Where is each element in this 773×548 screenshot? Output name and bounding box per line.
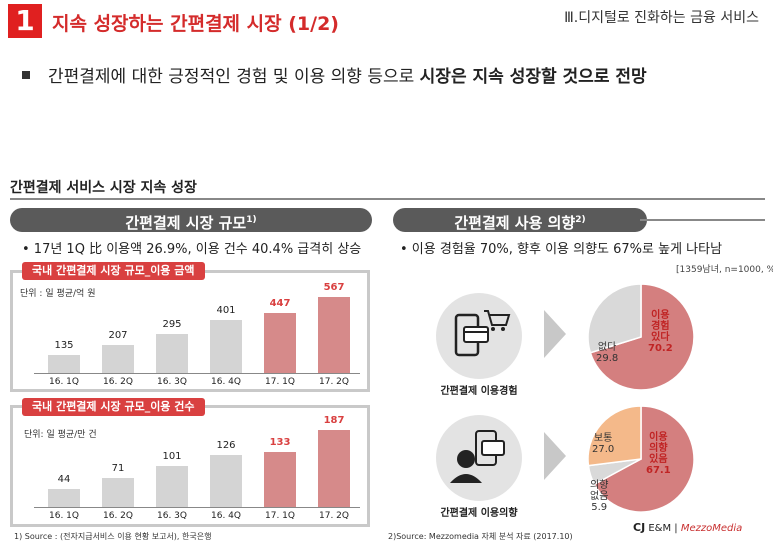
pie-slice xyxy=(593,405,695,513)
mobile-card-cart-icon xyxy=(454,310,511,357)
category-label: 16. 3Q xyxy=(157,511,187,521)
bar-value-label: 126 xyxy=(216,440,236,451)
bar-value-label: 44 xyxy=(57,474,71,485)
bar xyxy=(102,345,134,373)
divider xyxy=(640,219,765,221)
logo-em: E&M xyxy=(648,523,672,534)
divider xyxy=(10,198,765,200)
left-panel-title-text: 간편결제 시장 규모 xyxy=(125,214,247,232)
source-right: 2)Source: Mezzomedia 자체 분석 자료 (2017.10) xyxy=(388,532,573,541)
page-title: 지속 성장하는 간편결제 시장 (1/2) xyxy=(52,13,339,35)
bar-value-label: 567 xyxy=(323,282,345,293)
bar xyxy=(264,313,296,373)
source-left: 1) Source : (전자지급서비스 이용 현황 보고서), 한국은행 xyxy=(14,532,212,541)
icon1-caption: 간편결제 이용경험 xyxy=(440,386,518,397)
x-axis xyxy=(34,373,360,374)
pie-slice xyxy=(587,283,642,354)
chart-title-amount: 국내 간편결제 시장 규모_이용 금액 xyxy=(22,262,205,280)
right-panel-bullet: • 이용 경험율 70%, 향후 이용 의향도 67%로 높게 나타남 xyxy=(400,242,723,257)
pie-slice-label: 보통 27.0 xyxy=(592,433,615,455)
bar-value-label: 401 xyxy=(216,305,236,316)
bar xyxy=(264,452,296,507)
bar xyxy=(156,334,188,373)
icon2-caption: 간편결제 이용의향 xyxy=(440,508,518,519)
bar xyxy=(318,430,350,507)
main-bullet-emphasis: 시장은 지속 성장할 것으로 전망 xyxy=(419,67,647,87)
pie-slice-label: 없다 29.8 xyxy=(596,342,619,364)
category-label: 16. 2Q xyxy=(103,377,133,387)
category-label: 17. 2Q xyxy=(319,377,349,387)
x-axis xyxy=(34,507,360,508)
pie-slice-label: 의향 없음 5.9 xyxy=(590,480,609,513)
category-label: 16. 1Q xyxy=(49,511,79,521)
payment-intent-icon-bg xyxy=(436,415,522,501)
right-panel-title: 간편결제 사용 의향2) xyxy=(393,208,647,232)
logo-sep: | xyxy=(674,523,678,534)
category-label: 17. 2Q xyxy=(319,511,349,521)
category-label: 16. 3Q xyxy=(157,377,187,387)
left-panel-footnote: 1) xyxy=(246,215,257,225)
left-panel-title: 간편결제 시장 규모1) xyxy=(10,208,372,232)
person-card-icon xyxy=(450,430,505,483)
pie-slice-label: 이용 경험 있다 70.2 xyxy=(648,310,673,354)
category-label: 17. 1Q xyxy=(265,511,295,521)
category-label: 17. 1Q xyxy=(265,377,295,387)
bar-value-label: 447 xyxy=(269,298,291,309)
bar-value-label: 295 xyxy=(162,319,182,330)
bar xyxy=(210,455,242,507)
arrow-right-icon xyxy=(544,310,566,358)
logo-mezzo: MezzoMedia xyxy=(680,523,743,534)
section-label: Ⅲ.디지털로 진화하는 금융 서비스 xyxy=(564,10,759,26)
bar-value-label: 187 xyxy=(323,415,345,426)
arrow-right-icon xyxy=(544,432,566,480)
category-label: 16. 1Q xyxy=(49,377,79,387)
chart-unit-count: 단위: 일 평균/만 건 xyxy=(24,430,97,440)
category-label: 16. 2Q xyxy=(103,511,133,521)
chart-title-count: 국내 간편결제 시장 규모_이용 건수 xyxy=(22,398,205,416)
company-logo: CJ E&M | MezzoMedia xyxy=(633,521,742,534)
right-panel-footnote: 2) xyxy=(575,215,586,225)
bar xyxy=(102,478,134,507)
bar-value-label: 71 xyxy=(111,463,125,474)
pie-slice xyxy=(589,283,695,391)
sample-note: [1359남녀, n=1000, %] xyxy=(676,265,773,275)
pie-chart-intent xyxy=(587,405,695,513)
bar xyxy=(48,355,80,373)
bar-value-label: 133 xyxy=(269,437,291,448)
sub-heading: 간편결제 서비스 시장 지속 성장 xyxy=(10,180,197,196)
bar-value-label: 135 xyxy=(54,340,74,351)
category-label: 16. 4Q xyxy=(211,511,241,521)
main-bullet: 간편결제에 대한 긍정적인 경험 및 이용 의향 등으로 시장은 지속 성장할 … xyxy=(22,62,647,87)
bar xyxy=(156,466,188,507)
bar-value-label: 101 xyxy=(162,451,182,462)
pie-slice-label: 이용 의향 있음 67.1 xyxy=(646,432,671,476)
left-panel-bullet: • 17년 1Q 比 이용액 26.9%, 이용 건수 40.4% 급격히 상승 xyxy=(22,242,362,257)
logo-cj: CJ xyxy=(633,521,646,534)
chart-unit-amount: 단위 : 일 평균/억 원 xyxy=(20,289,96,299)
right-panel-title-text: 간편결제 사용 의향 xyxy=(454,214,576,232)
category-label: 16. 4Q xyxy=(211,377,241,387)
slide-number-badge: 1 xyxy=(8,4,42,38)
pie-chart-experience xyxy=(587,283,695,391)
square-bullet-icon xyxy=(22,71,30,79)
payment-experience-icon-bg xyxy=(436,293,522,379)
main-bullet-text: 간편결제에 대한 긍정적인 경험 및 이용 의향 등으로 xyxy=(48,67,420,87)
pie-slice xyxy=(587,405,642,467)
bar xyxy=(48,489,80,507)
bar xyxy=(318,297,350,373)
bar-value-label: 207 xyxy=(108,330,128,341)
bar xyxy=(210,320,242,373)
